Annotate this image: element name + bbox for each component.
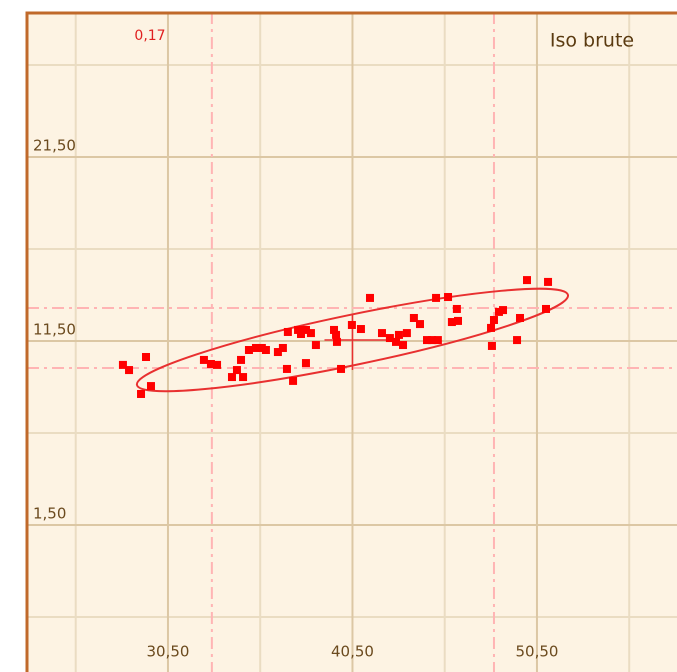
point — [347, 320, 356, 329]
point — [513, 336, 522, 345]
annotation: 0,17 — [134, 28, 165, 44]
point — [394, 330, 403, 339]
point — [399, 341, 408, 350]
point — [494, 307, 503, 316]
point — [433, 336, 442, 345]
point — [402, 329, 411, 338]
point — [452, 304, 461, 313]
y-tick-label: 1,50 — [33, 504, 66, 522]
y-tick-label: 21,50 — [33, 136, 76, 154]
x-tick-label: 50,50 — [515, 643, 558, 661]
chart-title: Iso brute — [550, 30, 634, 52]
point — [146, 382, 155, 391]
point — [544, 277, 553, 286]
point — [423, 336, 431, 345]
point — [257, 343, 266, 352]
point — [523, 276, 531, 285]
point — [487, 341, 496, 350]
point — [377, 329, 386, 338]
point — [409, 313, 418, 322]
point — [137, 389, 146, 398]
point — [515, 313, 524, 322]
point — [385, 334, 394, 343]
point — [125, 366, 134, 375]
point — [432, 293, 441, 302]
point — [278, 343, 287, 352]
point — [365, 293, 374, 302]
point — [213, 360, 222, 369]
point — [232, 366, 241, 375]
point — [142, 352, 151, 361]
point — [499, 306, 508, 315]
point — [294, 325, 303, 334]
point — [427, 336, 436, 345]
point — [332, 330, 341, 339]
point — [332, 337, 341, 346]
point — [542, 304, 551, 313]
point — [206, 359, 215, 368]
point — [306, 329, 315, 338]
point — [447, 318, 456, 327]
point — [261, 346, 270, 355]
point — [444, 293, 453, 302]
marks — [118, 276, 570, 398]
point — [282, 364, 291, 373]
point — [489, 316, 498, 325]
point — [251, 343, 260, 352]
point — [273, 348, 282, 357]
point — [296, 329, 305, 338]
point — [301, 325, 310, 334]
point — [237, 355, 246, 364]
point — [199, 355, 208, 364]
point — [330, 325, 339, 334]
point — [415, 320, 424, 329]
point — [487, 323, 496, 332]
point — [301, 359, 310, 368]
point — [283, 327, 292, 336]
point — [227, 373, 236, 382]
point — [311, 341, 320, 350]
point — [453, 316, 462, 325]
point — [392, 337, 401, 346]
plot-border — [25, 11, 677, 672]
point — [244, 346, 253, 355]
x-tick-label: 30,50 — [146, 643, 189, 661]
point — [289, 376, 298, 385]
point — [239, 373, 248, 382]
point — [337, 364, 346, 373]
point — [118, 360, 127, 369]
point — [356, 325, 365, 334]
confidence-ellipse — [135, 287, 570, 393]
x-tick-label: 40,50 — [331, 643, 374, 661]
y-tick-label: 11,50 — [33, 320, 76, 338]
